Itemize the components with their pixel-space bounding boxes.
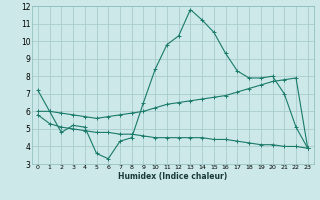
X-axis label: Humidex (Indice chaleur): Humidex (Indice chaleur) — [118, 172, 228, 181]
